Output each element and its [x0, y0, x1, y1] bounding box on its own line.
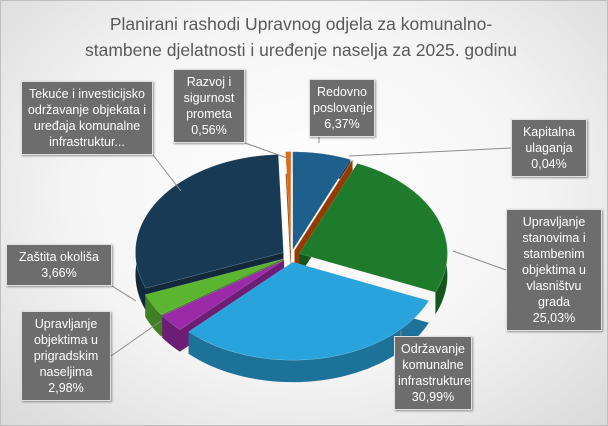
category-label: Upravljanje stanovima i stambenim objekt… [522, 215, 586, 309]
category-label: Redovno poslovanje [313, 85, 373, 115]
value-label: 2,98% [48, 381, 84, 395]
slice [298, 163, 448, 293]
slice-side [285, 151, 291, 272]
slice-side [162, 260, 285, 352]
slice [188, 261, 430, 361]
data-label: Kapitalna ulaganja 0,04% [511, 119, 587, 177]
data-label: Održavanje komunalne infrastrukture 30,99… [394, 336, 472, 410]
value-label: 3,66% [41, 266, 77, 280]
leader-line [152, 154, 182, 192]
slice [294, 159, 353, 251]
leader-line [452, 250, 507, 271]
data-label: Upravljanje objektima u prigradskim nase… [21, 311, 111, 401]
slice [285, 151, 292, 250]
leader-line [111, 285, 137, 302]
value-label: 30,99% [411, 390, 455, 404]
value-label: 0,56% [191, 123, 227, 137]
chart-title: Planirani rashodi Upravnog odjela za kom… [85, 14, 517, 60]
slice [144, 258, 284, 315]
category-label: Održavanje komunalne infrastrukture [398, 342, 471, 388]
data-label: Upravljanje stanovima i stambenim objekt… [506, 209, 602, 331]
category-label: Tekuće i investicijsko održavanje objeka… [27, 87, 147, 149]
data-label: Zaštita okoliša 3,66% [6, 244, 112, 286]
category-label: Kapitalna ulaganja [522, 125, 576, 155]
leader-line [348, 147, 512, 157]
category-label: Zaštita okoliša [19, 250, 99, 264]
category-label: Razvoj i sigurnost prometa [183, 75, 235, 121]
slice [161, 259, 285, 330]
data-label: Tekuće i investicijsko održavanje objeka… [21, 81, 153, 155]
slice [135, 154, 284, 289]
data-label: Razvoj i sigurnost prometa 0,56% [173, 69, 245, 143]
data-label: Redovno poslovanje 6,37% [309, 79, 375, 137]
value-label: 6,37% [324, 117, 360, 131]
leader-line [244, 142, 291, 160]
slice [292, 151, 351, 251]
category-label: Upravljanje objektima u prigradskim nase… [33, 317, 99, 379]
value-label: 0,04% [531, 157, 567, 171]
leader-line [110, 320, 162, 357]
value-label: 25,03% [532, 311, 576, 325]
